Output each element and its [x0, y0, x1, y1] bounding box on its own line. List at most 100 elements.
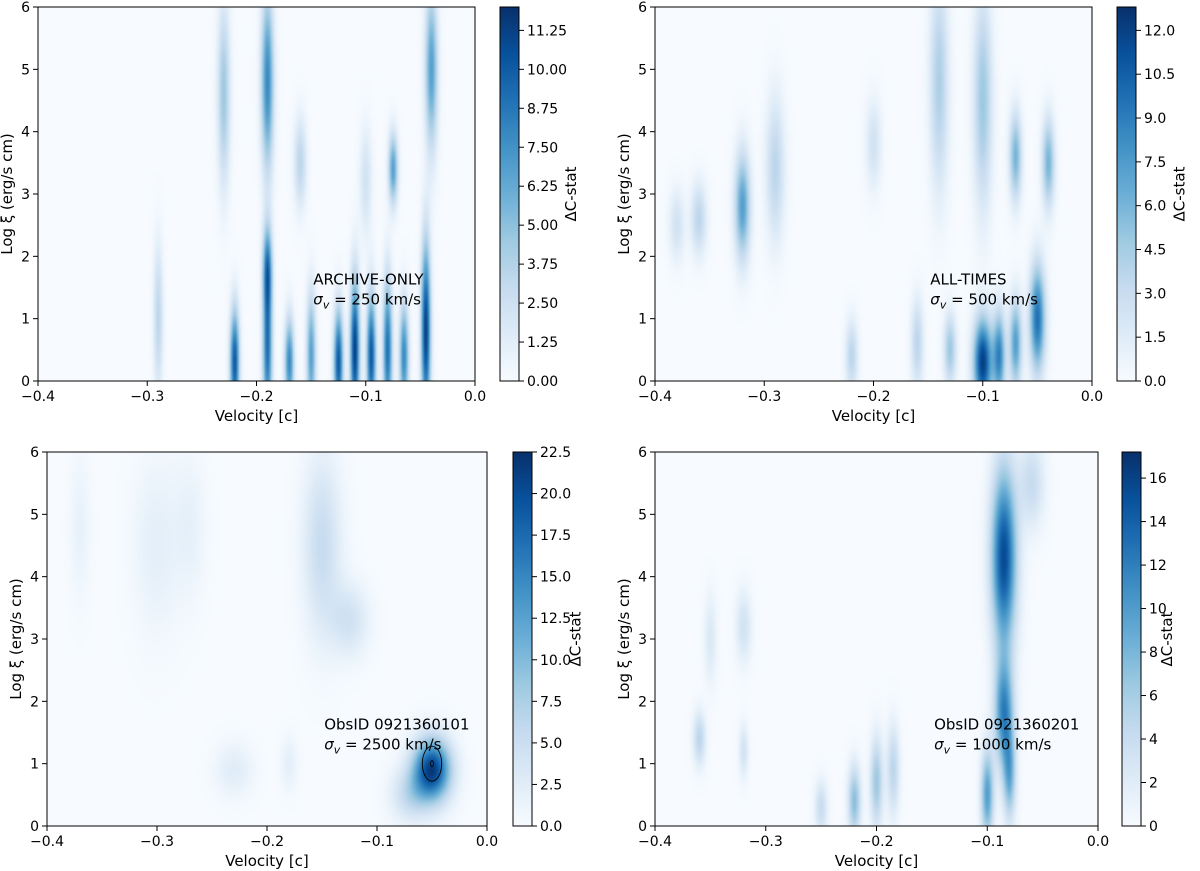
colorbar-tick-label: 8.75: [527, 101, 558, 117]
x-tick-label: −0.3: [140, 834, 174, 850]
colorbar-tick-label: 0.0: [1144, 374, 1166, 390]
colorbar-tick-label: 17.5: [540, 528, 571, 544]
colorbar-tick-label: 12: [1149, 558, 1167, 574]
colorbar-tick-label: 6: [1149, 689, 1158, 705]
y-tick-label: 6: [638, 0, 647, 16]
colorbar-tick-label: 9.0: [1144, 111, 1166, 127]
x-tick-label: −0.3: [749, 834, 783, 850]
annotation-sigma: σv = 1000 km/s: [934, 735, 1051, 756]
y-axis-label: Log ξ (erg/s cm): [0, 133, 16, 255]
y-axis-label: Log ξ (erg/s cm): [615, 578, 633, 700]
colorbar-tick-label: 20.0: [540, 487, 571, 503]
x-tick-label: −0.3: [747, 389, 781, 405]
colorbar: [1116, 6, 1137, 382]
x-tick-label: −0.2: [250, 834, 284, 850]
y-tick-label: 3: [638, 187, 647, 203]
colorbar-tick-label: 7.5: [1144, 155, 1166, 171]
x-tick-label: −0.1: [966, 389, 1000, 405]
colorbar-tick-label: 7.50: [527, 140, 558, 156]
colorbar-tick-label: 6.25: [527, 179, 558, 195]
colorbar-label: ΔC-stat: [1158, 611, 1176, 666]
y-tick-label: 4: [21, 125, 30, 141]
colorbar-tick-label: 10.5: [1144, 67, 1175, 83]
heatmap-raster: [47, 452, 487, 826]
y-tick-label: 2: [638, 249, 647, 265]
y-axis-label: Log ξ (erg/s cm): [7, 578, 25, 700]
colorbar-tick-label: 3.75: [527, 257, 558, 273]
y-tick-label: 6: [21, 0, 30, 16]
heatmap-raster: [655, 7, 1092, 381]
colorbar-tick-label: 16: [1149, 471, 1167, 487]
y-tick-label: 0: [638, 819, 647, 835]
y-tick-label: 0: [30, 819, 39, 835]
contour-peak: [430, 760, 434, 768]
colorbar-tick-label: 0.0: [540, 819, 562, 835]
colorbar-tick-label: 5.00: [527, 218, 558, 234]
x-axis-label: Velocity [c]: [225, 852, 309, 870]
colorbar-tick-label: 14: [1149, 515, 1167, 531]
colorbar-tick-label: 6.0: [1144, 199, 1166, 215]
y-tick-label: 2: [30, 694, 39, 710]
colorbar: [499, 6, 520, 382]
colorbar-tick-label: 7.5: [540, 694, 562, 710]
colorbar-tick-label: 10: [1149, 602, 1167, 618]
y-tick-label: 4: [638, 570, 647, 586]
chart-panel-bottom-left: −0.4 −0.3 −0.2 −0.1 0.0 0 1 2 3 4 5 6 Velocity [c] Lo…: [7, 445, 584, 870]
x-tick-label: −0.4: [30, 834, 64, 850]
x-tick-label: −0.2: [240, 389, 274, 405]
y-tick-label: 1: [30, 757, 39, 773]
y-tick-label: 4: [30, 570, 39, 586]
x-tick-label: −0.1: [970, 834, 1004, 850]
y-tick-label: 2: [21, 249, 30, 265]
colorbar-tick-label: 10.00: [527, 62, 567, 78]
colorbar-label: ΔC-stat: [562, 166, 580, 221]
colorbar-tick-label: 4: [1149, 732, 1158, 748]
colorbar-tick-label: 5.0: [540, 736, 562, 752]
colorbar-tick-label: 3.0: [1144, 286, 1166, 302]
annotation-sigma: σv = 500 km/s: [930, 290, 1038, 311]
annotation-label: ObsID 0921360101: [324, 715, 469, 733]
colorbar-tick-label: 2.5: [540, 777, 562, 793]
y-tick-label: 6: [638, 445, 647, 461]
colorbar-tick-label: 12.5: [540, 611, 571, 627]
y-tick-label: 0: [21, 374, 30, 390]
x-tick-label: 0.0: [1081, 389, 1103, 405]
x-axis-label: Velocity [c]: [215, 407, 299, 425]
colorbar-label: ΔC-stat: [1170, 166, 1188, 221]
y-tick-label: 6: [30, 445, 39, 461]
annotation-label: ARCHIVE-ONLY: [313, 270, 424, 288]
colorbar-tick-label: 4.5: [1144, 243, 1166, 259]
y-tick-label: 2: [638, 694, 647, 710]
heatmap-raster: [655, 452, 1098, 826]
x-tick-label: −0.4: [638, 389, 672, 405]
colorbar-tick-label: 11.25: [527, 23, 567, 39]
y-tick-label: 5: [30, 507, 39, 523]
x-axis-label: Velocity [c]: [835, 852, 919, 870]
y-axis-label: Log ξ (erg/s cm): [615, 133, 633, 255]
colorbar: [1121, 451, 1142, 827]
y-tick-label: 1: [638, 757, 647, 773]
x-tick-label: −0.2: [860, 834, 894, 850]
x-tick-label: 0.0: [1087, 834, 1109, 850]
y-tick-label: 4: [638, 125, 647, 141]
significance-contour: [421, 745, 443, 782]
x-tick-label: −0.2: [857, 389, 891, 405]
colorbar-label: ΔC-stat: [566, 611, 584, 666]
x-tick-label: −0.1: [360, 834, 394, 850]
annotation-sigma: σv = 250 km/s: [313, 290, 421, 311]
y-tick-label: 5: [21, 62, 30, 78]
colorbar-tick-label: 10.0: [540, 653, 571, 669]
y-tick-label: 3: [638, 632, 647, 648]
colorbar-tick-label: 15.0: [540, 570, 571, 586]
y-tick-label: 0: [638, 374, 647, 390]
colorbar-tick-label: 8: [1149, 645, 1158, 661]
annotation-label: ObsID 0921360201: [934, 715, 1079, 733]
y-tick-label: 5: [638, 62, 647, 78]
chart-panel-top-right: −0.4 −0.3 −0.2 −0.1 0.0 0 1 2 3 4 5 6 Velocity [c] Lo…: [615, 0, 1188, 425]
x-tick-label: −0.4: [638, 834, 672, 850]
y-tick-label: 1: [21, 312, 30, 328]
x-axis-label: Velocity [c]: [832, 407, 916, 425]
